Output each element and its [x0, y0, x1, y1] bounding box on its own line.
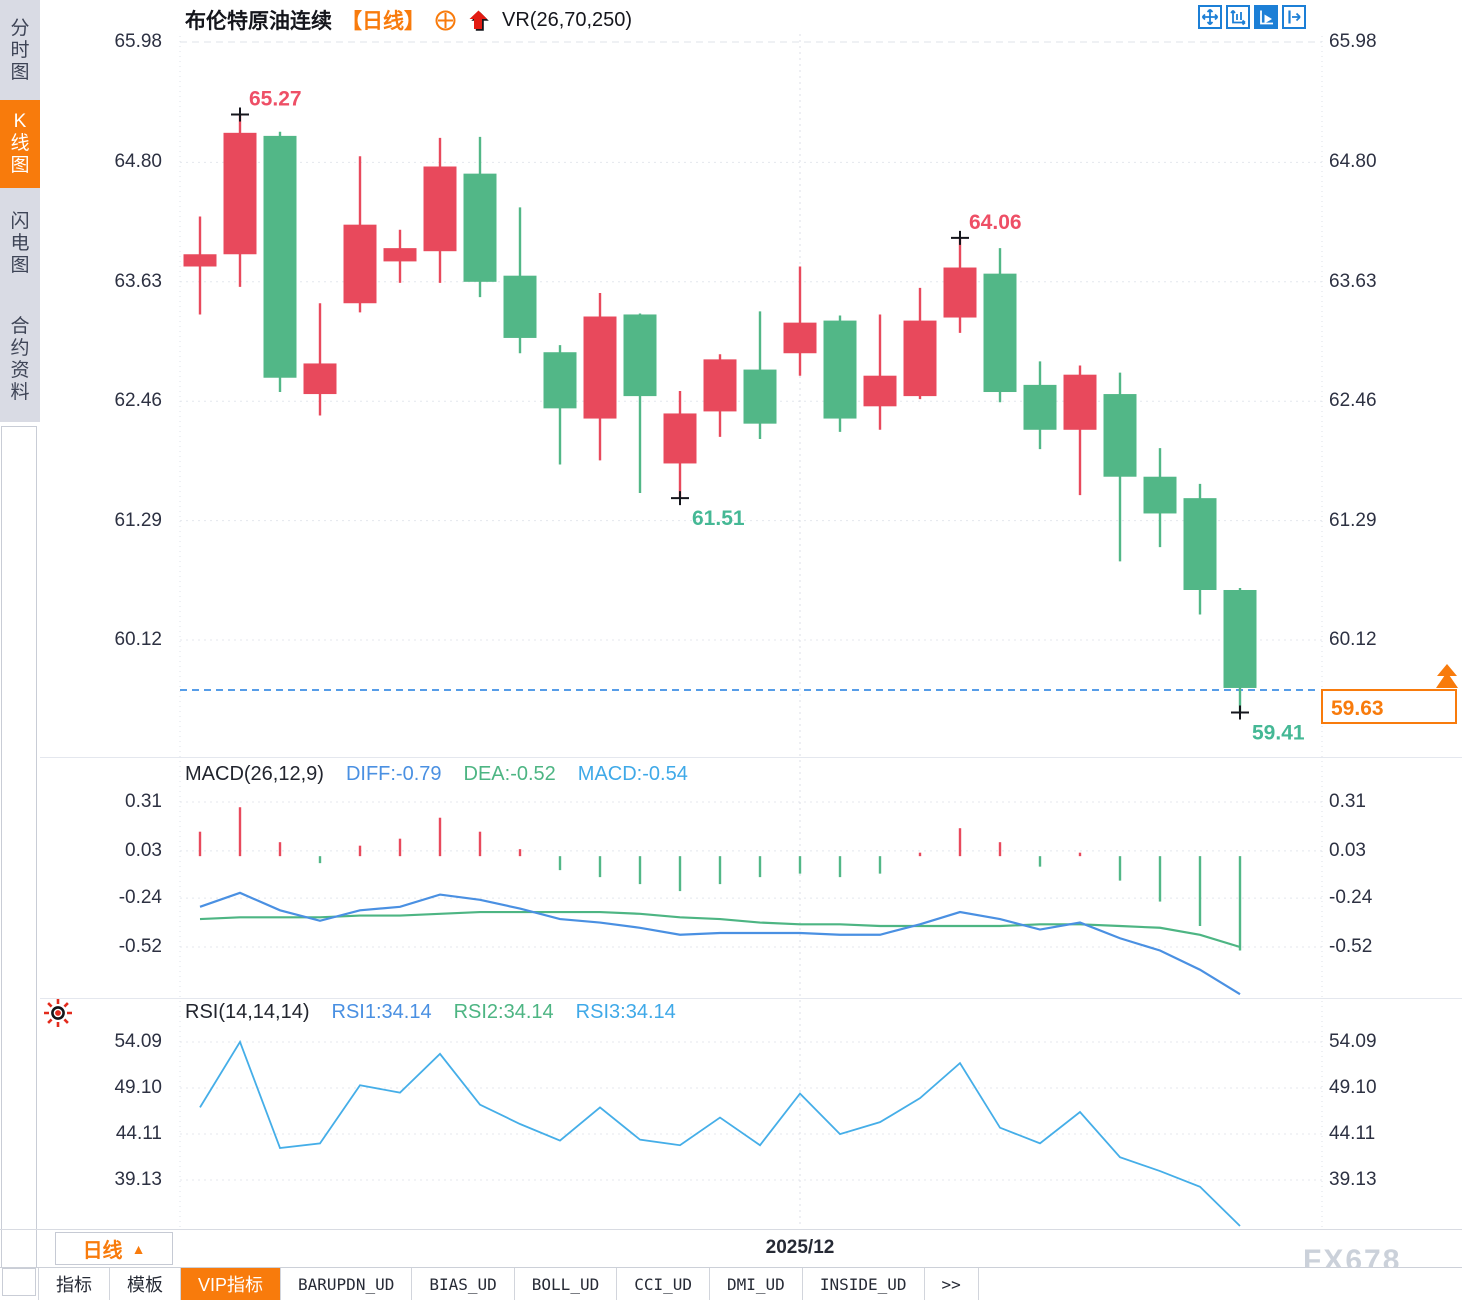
macd-dea-value: DEA:-0.52 — [463, 763, 556, 785]
indicator-tab[interactable]: CCI_UD — [617, 1268, 711, 1300]
axis-label: 39.13 — [114, 1169, 162, 1190]
axis-label: 61.29 — [114, 509, 162, 531]
axis-label: 65.98 — [114, 31, 162, 52]
up-triangle-icon: ▲ — [131, 1240, 146, 1257]
rsi1-value: RSI1:34.14 — [331, 1001, 432, 1023]
period-tag: 【日线】 — [341, 10, 425, 33]
axis-label: 60.12 — [114, 629, 162, 650]
sidebar-empty-panel — [1, 426, 37, 1296]
svg-text:61.51: 61.51 — [692, 507, 745, 530]
x-axis-date-label: 2025/12 — [765, 1237, 835, 1258]
axis-label: 61.29 — [1329, 509, 1377, 531]
indicator-tab[interactable]: 指标 — [38, 1268, 110, 1300]
indicator-tab[interactable]: BOLL_UD — [515, 1268, 618, 1300]
indicator-tab[interactable]: INSIDE_UD — [803, 1268, 925, 1300]
indicator-tab[interactable]: 模板 — [110, 1268, 181, 1300]
panel-divider — [0, 1229, 1462, 1230]
axis-label: 0.31 — [125, 791, 162, 812]
sidebar-tab-4[interactable]: 合约资料 — [10, 316, 30, 403]
axis-label: -0.52 — [1329, 936, 1373, 957]
rsi-title: RSI(14,14,14) — [185, 1001, 310, 1023]
red-up-arrow-icon — [466, 7, 490, 33]
axis-label: 0.03 — [125, 839, 162, 861]
axis-label: 44.11 — [1329, 1123, 1376, 1145]
axis-label: 54.09 — [1329, 1031, 1377, 1052]
axis-label: 0.31 — [1329, 791, 1366, 812]
sun-icon[interactable] — [41, 996, 75, 1035]
macd-diff-value: DIFF:-0.79 — [345, 763, 442, 785]
panel-divider — [40, 998, 1462, 999]
axis-label: -0.52 — [118, 936, 162, 957]
svg-text:59.41: 59.41 — [1252, 721, 1305, 744]
rsi2-value: RSI2:34.14 — [453, 1001, 554, 1023]
axis-label: 39.13 — [1329, 1169, 1377, 1190]
vr-indicator-label: VR(26,70,250) — [502, 8, 633, 31]
period-dropdown-label: 日线 — [82, 1240, 123, 1262]
svg-text:64.06: 64.06 — [969, 211, 1022, 234]
pan-right-icon[interactable] — [1282, 5, 1306, 29]
rsi-panel-header: RSI(14,14,14) RSI1:34.14 RSI2:34.14 RSI3… — [185, 1001, 676, 1024]
indicator-tab[interactable]: VIP指标 — [181, 1268, 282, 1300]
axis-label: 60.12 — [1329, 629, 1377, 650]
axis-label: 49.10 — [114, 1077, 162, 1099]
indicator-tab[interactable]: DMI_UD — [710, 1268, 803, 1300]
chart-header: 布伦特原油连续 【日线】 VR(26,70,250) — [185, 5, 632, 35]
indicator-tab-bar: 指标 模板 VIP指标 BARUPDN_UD BIAS_UD BOLL_UD CCI_UD D… — [0, 1267, 1462, 1300]
crosshair-move-icon[interactable] — [1198, 5, 1222, 29]
axis-label: 64.80 — [1329, 151, 1377, 173]
axis-label: 63.63 — [114, 270, 162, 292]
axis-label: 65.98 — [1329, 31, 1377, 52]
macd-macd-value: MACD:-0.54 — [577, 763, 688, 785]
axis-label: 64.80 — [114, 151, 162, 173]
axis-label: 54.09 — [114, 1031, 162, 1052]
axis-label: 62.46 — [114, 390, 162, 412]
axis-label: 0.03 — [1329, 839, 1366, 861]
macd-panel-header: MACD(26,12,9) DIFF:-0.79 DEA:-0.52 MACD:… — [185, 763, 688, 786]
axis-label: 44.11 — [115, 1123, 162, 1145]
instrument-title: 布伦特原油连续 — [185, 10, 332, 33]
axis-zoom-icon[interactable] — [1226, 5, 1250, 29]
indicator-tab[interactable]: BARUPDN_UD — [281, 1268, 413, 1300]
auto-scale-icon[interactable] — [1254, 5, 1278, 29]
macd-title: MACD(26,12,9) — [185, 763, 324, 785]
axis-label: -0.24 — [118, 887, 162, 909]
corner-box — [2, 1268, 36, 1296]
axis-label: -0.24 — [1329, 887, 1373, 909]
axis-label: 63.63 — [1329, 270, 1377, 292]
circle-plus-icon[interactable] — [434, 9, 457, 32]
indicator-tab[interactable]: >> — [925, 1268, 979, 1300]
svg-text:59.63: 59.63 — [1331, 697, 1384, 720]
panel-divider — [40, 757, 1462, 758]
sidebar-tab-3[interactable]: 闪电图 — [10, 211, 30, 276]
svg-text:65.27: 65.27 — [249, 87, 302, 110]
axis-label: 62.46 — [1329, 390, 1377, 412]
rsi3-value: RSI3:34.14 — [575, 1001, 676, 1023]
indicator-tab[interactable]: BIAS_UD — [412, 1268, 515, 1300]
sidebar-tab-1[interactable]: 分时图 — [10, 18, 30, 83]
period-dropdown-button[interactable]: 日线 ▲ — [55, 1232, 173, 1265]
axis-label: 49.10 — [1329, 1077, 1377, 1099]
